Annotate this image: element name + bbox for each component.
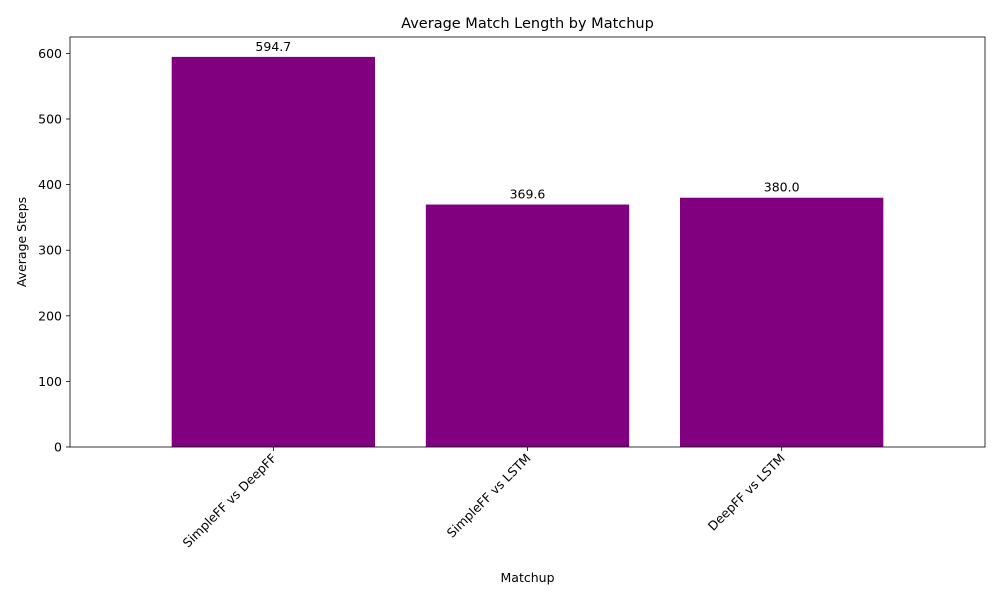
bar-value-label: 380.0 bbox=[764, 180, 800, 195]
x-axis-label: Matchup bbox=[501, 570, 555, 585]
x-tick-label: SimpleFF vs DeepFF bbox=[180, 451, 280, 551]
y-tick-label: 200 bbox=[38, 308, 62, 323]
y-tick-label: 500 bbox=[38, 112, 62, 127]
y-tick-label: 300 bbox=[38, 243, 62, 258]
y-tick-label: 100 bbox=[38, 374, 62, 389]
chart-title: Average Match Length by Matchup bbox=[401, 16, 654, 32]
plot-area: 594.7 369.6 380.0 0 100 200 300 400 500 600 Simple… bbox=[38, 36, 986, 551]
y-tick-label: 400 bbox=[38, 177, 62, 192]
y-tick-label: 600 bbox=[38, 46, 62, 61]
x-tick-label: DeepFF vs LSTM bbox=[705, 451, 788, 534]
y-axis-label: Average Steps bbox=[14, 197, 29, 287]
bar-value-label: 369.6 bbox=[510, 187, 546, 202]
bar bbox=[680, 197, 884, 447]
y-tick-label: 0 bbox=[54, 440, 62, 455]
plot-frame bbox=[69, 36, 986, 448]
bar bbox=[425, 204, 630, 447]
bar bbox=[171, 56, 375, 447]
bar-value-label: 594.7 bbox=[255, 39, 291, 54]
x-tick-label: SimpleFF vs LSTM bbox=[444, 451, 534, 541]
